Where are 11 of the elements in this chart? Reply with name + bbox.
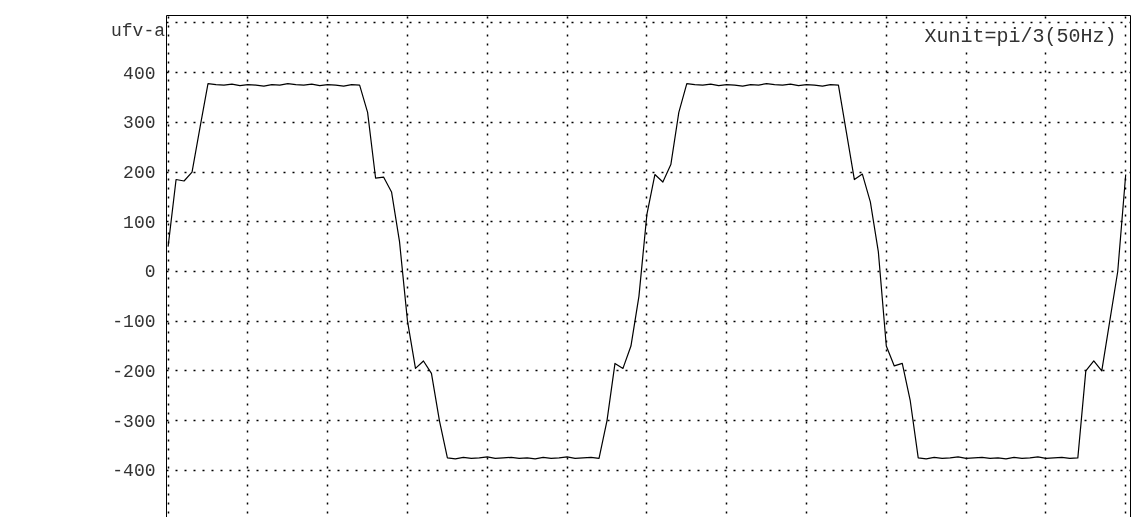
y-tick-label: 300 [123, 113, 156, 134]
annotation: Xunit=pi/3(50Hz) [924, 24, 1117, 48]
y-tick-label: -300 [112, 411, 156, 432]
y-tick-label: -100 [112, 312, 156, 333]
y-tick-label: -400 [112, 461, 156, 482]
y-tick-label: 200 [123, 163, 156, 184]
y-tick-label: 100 [123, 212, 156, 233]
y-axis-title: ufv-a [110, 20, 165, 43]
y-tick-label: 0 [144, 262, 156, 283]
y-tick-label: 400 [123, 63, 156, 84]
y-tick-label: -200 [112, 361, 156, 382]
